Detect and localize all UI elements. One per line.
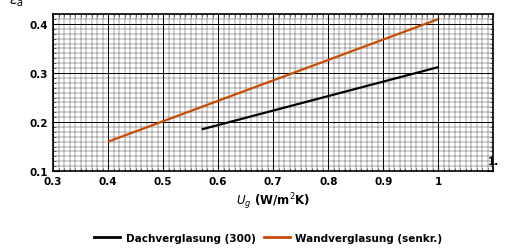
X-axis label: $U_g$ (W/m$^2$K): $U_g$ (W/m$^2$K): [236, 190, 310, 211]
Legend: Dachverglasung (300), Wandverglasung (senkr.): Dachverglasung (300), Wandverglasung (se…: [90, 229, 445, 247]
Text: $\epsilon_a$: $\epsilon_a$: [9, 0, 24, 9]
Text: 1.: 1.: [487, 156, 498, 167]
